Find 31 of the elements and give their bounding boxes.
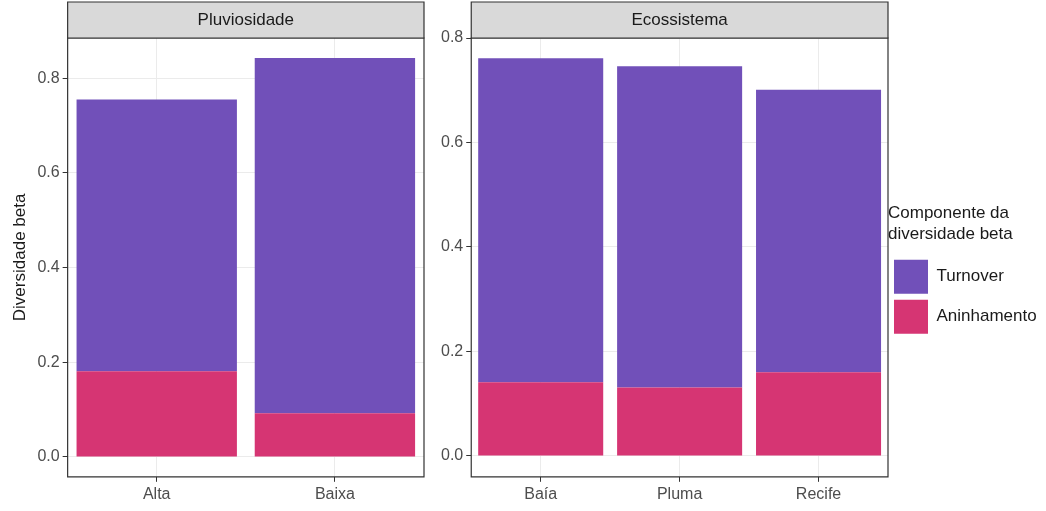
bar xyxy=(756,89,882,373)
y-axis-title: Diversidade beta xyxy=(9,193,29,322)
legend-label: Turnover xyxy=(936,266,1005,286)
bar xyxy=(617,66,743,388)
x-tick-label: Recife xyxy=(795,484,842,502)
bar xyxy=(617,387,743,456)
x-tick-label: Alta xyxy=(142,484,171,502)
bar xyxy=(76,371,237,457)
x-tick-label: Baixa xyxy=(314,484,356,502)
x-tick-label: Baía xyxy=(524,484,558,502)
y-tick-label: 0.0 xyxy=(440,446,464,464)
y-tick-label: 0.4 xyxy=(440,237,464,255)
y-tick-label: 0.2 xyxy=(440,341,464,359)
bar xyxy=(76,99,237,372)
y-tick-label: 0.2 xyxy=(37,352,60,370)
y-tick-label: 0.8 xyxy=(37,68,60,86)
bar xyxy=(478,58,604,383)
bar xyxy=(478,382,604,456)
legend-title: Componente da diversidade beta xyxy=(888,203,1014,243)
legend-label: Aninhamento xyxy=(936,306,1037,326)
chart-title: Ecossistema xyxy=(631,9,729,29)
y-tick-label: 0.6 xyxy=(440,132,464,150)
x-tick-label: Pluma xyxy=(656,484,703,502)
chart-title: Pluviosidade xyxy=(197,9,295,29)
y-tick-label: 0.4 xyxy=(37,257,60,275)
bar xyxy=(254,57,416,414)
bar xyxy=(254,413,416,457)
y-tick-label: 0.0 xyxy=(37,447,60,465)
y-tick-label: 0.8 xyxy=(440,28,464,46)
y-tick-label: 0.6 xyxy=(37,163,60,181)
bar xyxy=(756,372,882,456)
